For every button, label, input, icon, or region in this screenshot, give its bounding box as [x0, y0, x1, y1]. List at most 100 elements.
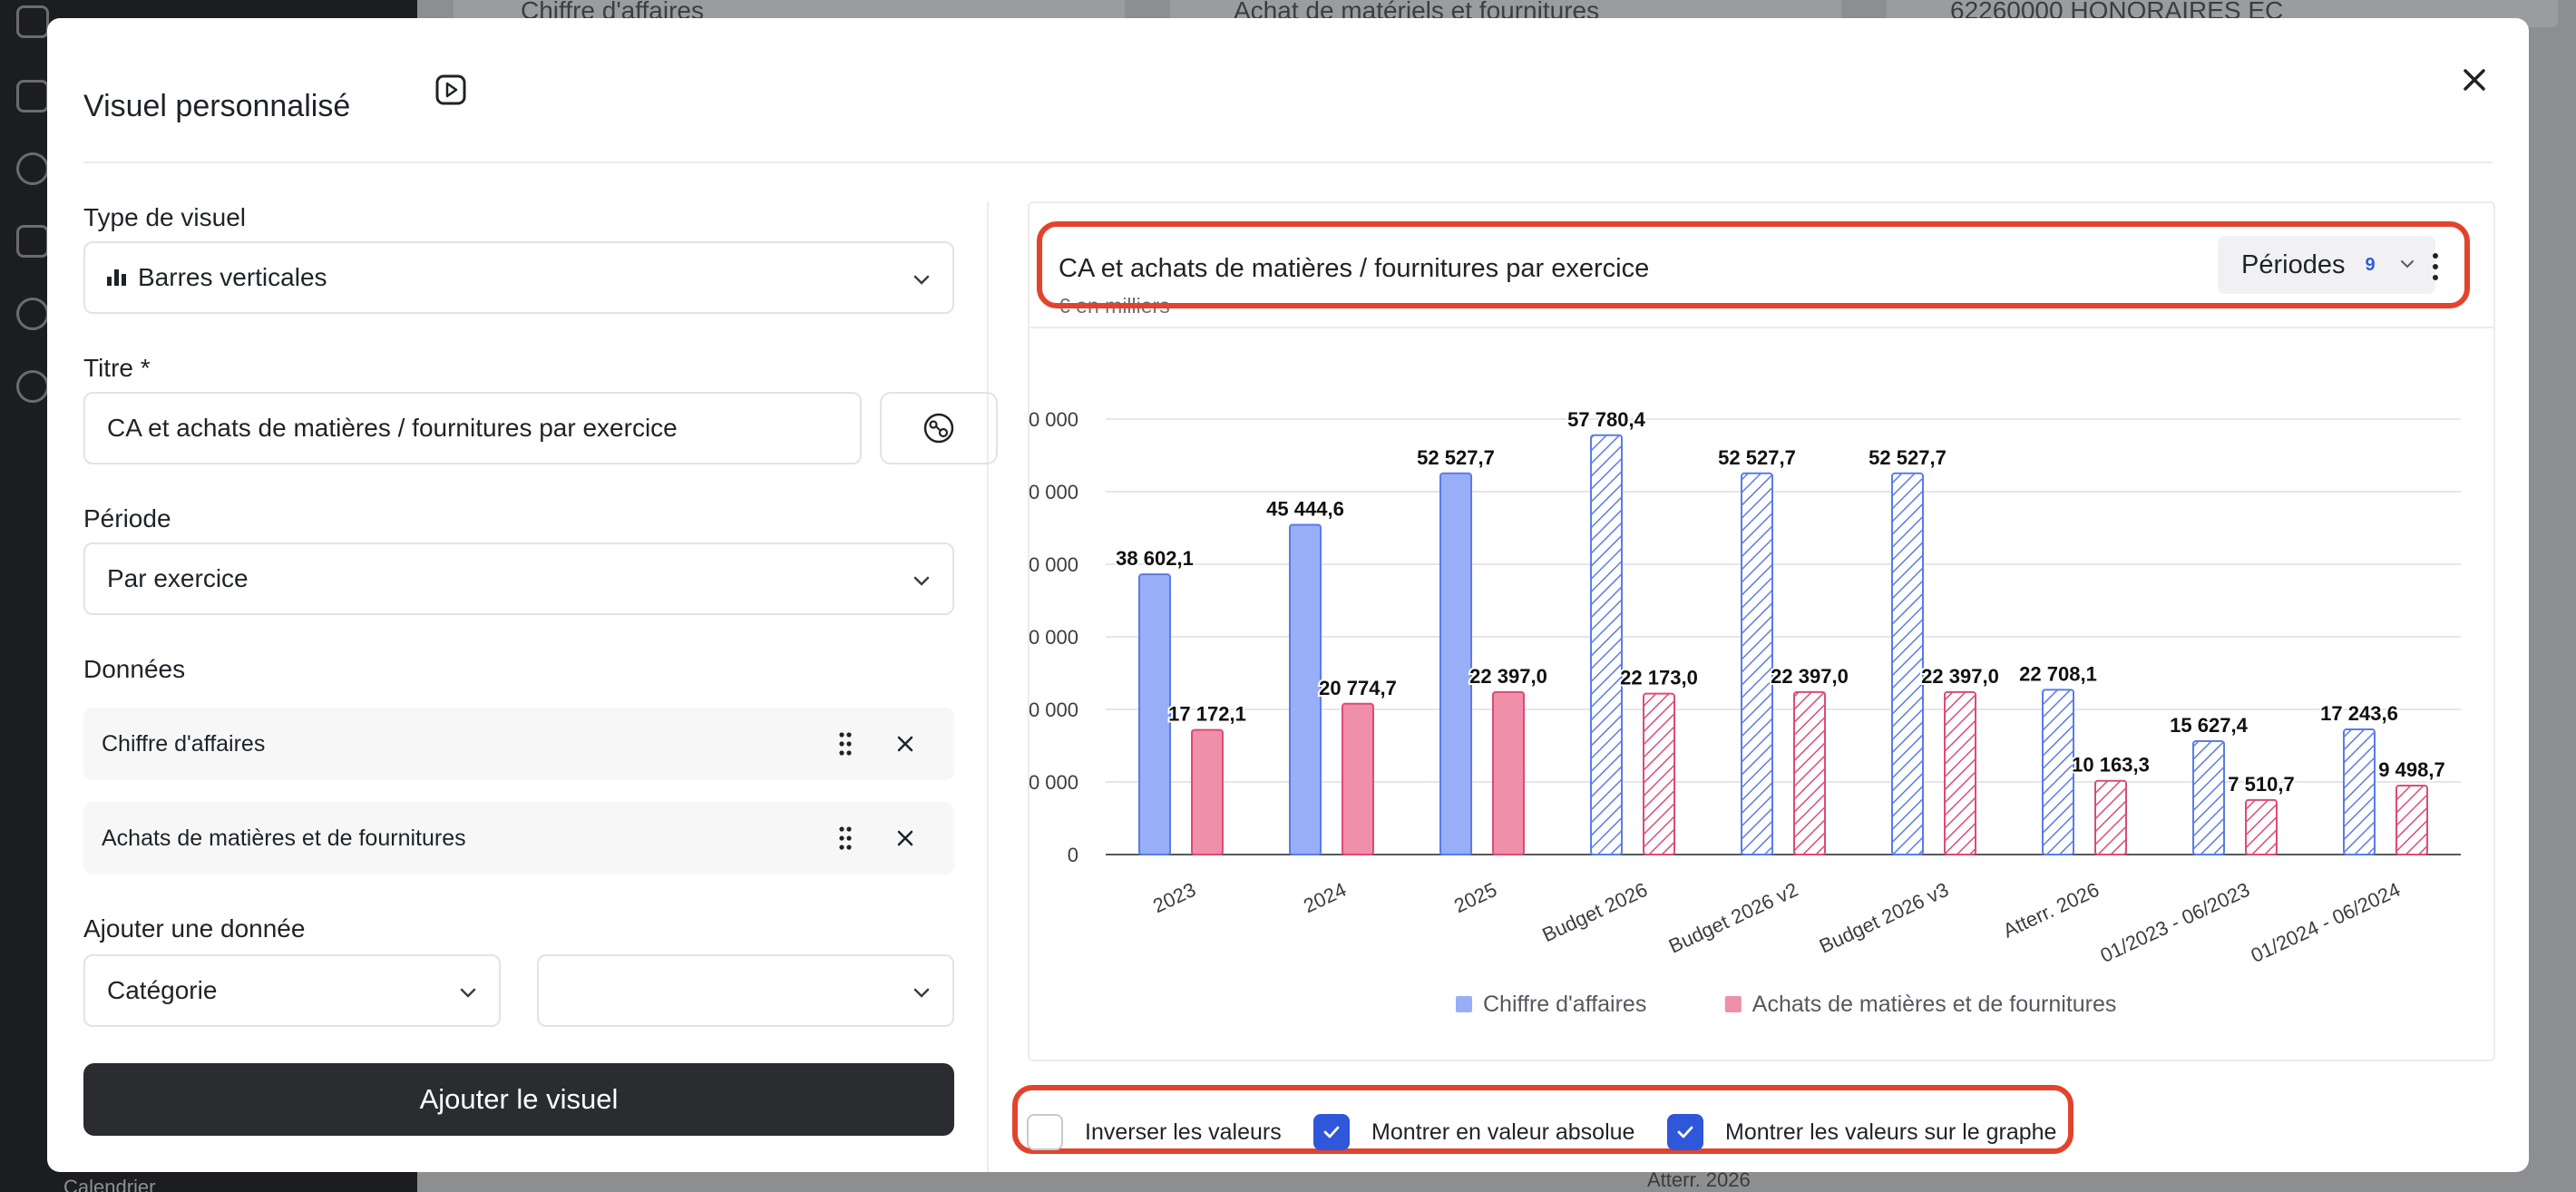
data-label: 17 243,6 [2320, 702, 2398, 725]
users-icon [16, 298, 49, 330]
custom-visual-modal: Visuel personnalisé Type de visuel Barre… [47, 18, 2529, 1172]
legend-swatch [1456, 996, 1472, 1012]
x-tick-label: 2024 [1300, 878, 1350, 917]
bar [1741, 472, 1773, 855]
data-label: 22 708,1 [2019, 662, 2097, 685]
play-square-icon[interactable] [435, 74, 466, 105]
column-divider [987, 201, 989, 1172]
x-tick-label: Budget 2026 [1538, 878, 1651, 946]
data-label: 22 397,0 [1771, 665, 1849, 688]
y-tick-label: 50 000 [1029, 481, 1078, 503]
legend-label: Achats de matières et de fournitures [1752, 992, 2117, 1017]
chevron-down-icon [913, 988, 930, 998]
periods-label: Périodes [2241, 249, 2346, 279]
chart-card: CA et achats de matières / fournitures p… [1028, 201, 2495, 1061]
bar [1439, 472, 1472, 855]
bar [1492, 690, 1525, 855]
chevron-down-icon [2401, 260, 2414, 269]
data-label: 15 627,4 [2170, 714, 2248, 737]
checkbox[interactable] [1027, 1114, 1063, 1150]
y-tick-label: 20 000 [1029, 699, 1078, 721]
home-icon [16, 80, 49, 112]
y-tick-label: 30 000 [1029, 626, 1078, 649]
bar [1793, 690, 1826, 855]
drag-handle-icon[interactable] [838, 826, 853, 851]
chart-header-divider [1029, 327, 2493, 328]
drag-handle-icon[interactable] [838, 731, 853, 757]
bar [2245, 798, 2278, 856]
add-data-label: Ajouter une donnée [83, 914, 306, 943]
ai-generate-button[interactable] [880, 392, 998, 464]
add-visual-button[interactable]: Ajouter le visuel [83, 1063, 954, 1136]
option-absolute-values[interactable]: Montrer en valeur absolue [1313, 1105, 1634, 1159]
y-tick-label: 40 000 [1029, 553, 1078, 576]
more-options-icon[interactable] [2423, 250, 2448, 283]
x-tick-label: Atterr. 2026 [1999, 878, 2103, 943]
bar [1289, 523, 1322, 855]
check-icon [1323, 1126, 1340, 1138]
bar [1944, 690, 1976, 855]
checkbox[interactable] [1313, 1114, 1350, 1150]
x-tick-label: 01/2023 - 06/2023 [2097, 878, 2253, 967]
option-label: Inverser les valeurs [1085, 1119, 1282, 1145]
data-select[interactable] [537, 954, 954, 1027]
bar [1138, 573, 1171, 855]
bar-chart: 0 10 000 20 000 30 000 40 000 50 000 60 000 38 … [1029, 406, 2461, 1017]
chevron-down-icon [460, 988, 476, 998]
chevron-down-icon [913, 576, 930, 586]
legend-label: Chiffre d'affaires [1483, 992, 1646, 1017]
bar [2094, 779, 2127, 855]
bar [1191, 728, 1224, 856]
option-label: Montrer les valeurs sur le graphe [1725, 1119, 2057, 1145]
data-label: 22 397,0 [1469, 665, 1547, 688]
x-tick-label: Budget 2026 v2 [1665, 878, 1801, 958]
bar [2343, 728, 2376, 856]
visual-type-value: Barres verticales [138, 263, 327, 291]
scale-icon [16, 225, 49, 258]
highlight-box [1012, 1085, 2073, 1154]
modal-title: Visuel personnalisé [83, 89, 351, 123]
period-select[interactable]: Par exercice [83, 542, 954, 615]
data-item: Achats de matières et de fournitures [83, 802, 954, 874]
x-tick-label: 2025 [1450, 878, 1500, 917]
data-label: 22 397,0 [1921, 665, 1999, 688]
database-icon [16, 5, 49, 38]
data-label: 17 172,1 [1168, 703, 1246, 726]
data-label: 7 510,7 [2228, 773, 2294, 796]
category-select[interactable]: Catégorie [83, 954, 501, 1027]
data-label: 45 444,6 [1266, 497, 1344, 520]
chevron-down-icon [913, 275, 930, 285]
checkbox[interactable] [1667, 1114, 1703, 1150]
data-label: 52 527,7 [1869, 446, 1947, 469]
pie-chart-icon [16, 152, 49, 185]
bar [2395, 785, 2428, 855]
close-icon[interactable] [2456, 62, 2493, 98]
data-label: 22 173,0 [1620, 667, 1698, 689]
data-label: 10 163,3 [2072, 754, 2150, 777]
remove-icon[interactable] [894, 733, 916, 755]
data-label: 38 602,1 [1116, 547, 1194, 570]
sparkle-globe-icon [923, 413, 954, 444]
data-item-label: Chiffre d'affaires [102, 730, 266, 757]
bar [2042, 689, 2074, 855]
data-label: 20 774,7 [1319, 677, 1397, 699]
data-label: 9 498,7 [2378, 758, 2444, 781]
option-label: Montrer en valeur absolue [1371, 1119, 1635, 1145]
title-input[interactable]: CA et achats de matières / fournitures p… [83, 392, 862, 464]
period-label: Période [83, 504, 171, 532]
globe-icon [16, 370, 49, 403]
data-label: 52 527,7 [1417, 446, 1495, 469]
option-show-values[interactable]: Montrer les valeurs sur le graphe [1667, 1105, 2056, 1159]
data-label: 57 780,4 [1567, 408, 1645, 431]
y-tick-label: 10 000 [1029, 771, 1078, 794]
y-tick-label: 60 000 [1029, 408, 1078, 431]
period-value: Par exercice [107, 564, 249, 592]
remove-icon[interactable] [894, 827, 916, 849]
periods-dropdown[interactable]: Périodes 9 [2218, 236, 2435, 294]
bar [1891, 472, 1924, 855]
periods-count-badge: 9 [2365, 254, 2376, 275]
bar [1590, 434, 1623, 855]
visual-type-select[interactable]: Barres verticales [83, 241, 954, 314]
title-input-value: CA et achats de matières / fournitures p… [107, 414, 678, 442]
option-invert-values[interactable]: Inverser les valeurs [1027, 1105, 1282, 1159]
